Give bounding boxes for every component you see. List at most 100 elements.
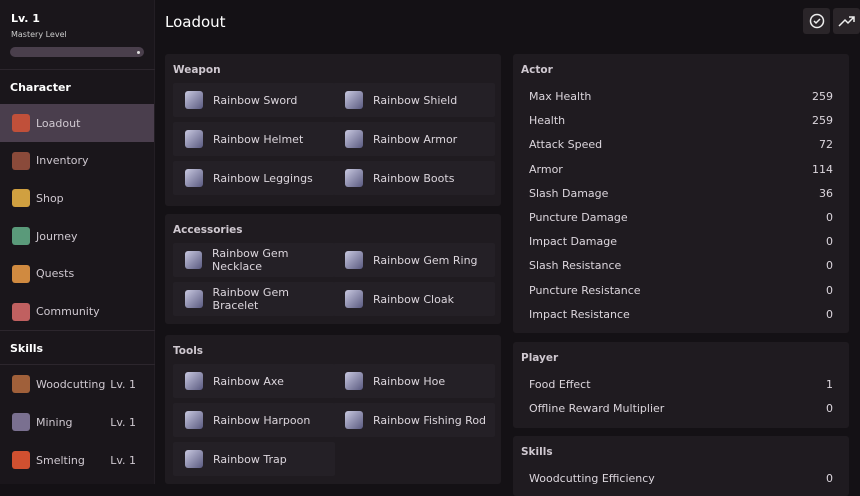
stat-row: Woodcutting Efficiency 0 (529, 472, 833, 485)
sidebar-skill-mining[interactable]: Mining Lv. 1 (0, 403, 154, 441)
equipment-slot[interactable]: Rainbow Harpoon (173, 403, 335, 437)
item-icon (185, 411, 203, 429)
check-circle-icon (809, 13, 824, 29)
skill-level: Lv. 1 (110, 415, 136, 429)
item-name: Rainbow Gem Necklace (212, 247, 289, 273)
equipment-slot[interactable]: Rainbow Armor (333, 122, 495, 156)
item-icon (185, 290, 203, 308)
stat-row: Armor 114 (529, 163, 833, 176)
pickaxe-icon (12, 413, 30, 431)
player-panel: Player Food Effect 1 Offline Reward Multipl… (513, 342, 849, 428)
stat-row: Puncture Resistance 0 (529, 284, 833, 297)
stat-value: 0 (826, 307, 833, 321)
item-name: Rainbow Axe (213, 374, 284, 388)
sidebar-item-journey[interactable]: Journey (0, 217, 154, 255)
confirm-button[interactable] (803, 8, 830, 34)
equipment-slot[interactable]: Rainbow Helmet (173, 122, 335, 156)
scroll-icon (12, 264, 30, 283)
mastery-progress-bar (10, 47, 144, 57)
item-icon (345, 251, 363, 269)
trending-up-icon (837, 16, 855, 27)
player-title: Player (521, 352, 559, 364)
sidebar-skill-woodcutting[interactable]: Woodcutting Lv. 1 (0, 365, 154, 403)
stat-row: Offline Reward Multiplier 0 (529, 402, 833, 415)
stat-value: 0 (826, 402, 833, 416)
equipment-slot[interactable]: Rainbow Gem Bracelet (173, 282, 335, 316)
stats-trend-button[interactable] (833, 8, 860, 34)
map-icon (12, 227, 30, 246)
sidebar-item-shop[interactable]: Shop (0, 179, 154, 217)
stat-label: Offline Reward Multiplier (529, 402, 665, 416)
item-name: Rainbow Gem Ring (373, 253, 478, 267)
stat-value: 0 (826, 259, 833, 273)
weapon-panel: Weapon Rainbow Sword Rainbow Shield Rainbow… (165, 54, 501, 206)
sword-icon (12, 114, 30, 132)
equipment-slot[interactable]: Rainbow Boots (333, 161, 495, 195)
stat-value: 36 (819, 186, 833, 200)
item-name: Rainbow Cloak (373, 292, 454, 306)
sidebar-item-label: Journey (36, 229, 78, 243)
equipment-slot[interactable]: Rainbow Fishing Rod (333, 403, 495, 437)
equipment-slot[interactable]: Rainbow Cloak (333, 282, 495, 316)
sidebar-item-label: Inventory (36, 154, 89, 168)
item-icon (185, 450, 203, 468)
sidebar-item-community[interactable]: Community (0, 293, 154, 331)
stat-value: 72 (819, 138, 833, 152)
item-name: Rainbow Boots (373, 171, 455, 185)
sidebar-skill-smelting[interactable]: Smelting Lv. 1 (0, 441, 154, 479)
stat-value: 0 (826, 472, 833, 485)
accessories-title: Accessories (173, 224, 243, 236)
bag-icon (12, 151, 30, 170)
item-name: Rainbow Helmet (213, 132, 304, 146)
sidebar-item-label: Community (36, 305, 100, 318)
stat-label: Max Health (529, 90, 592, 103)
skill-label: Woodcutting (36, 377, 106, 391)
stat-value: 259 (812, 90, 833, 103)
skill-level: Lv. 1 (110, 377, 136, 391)
stat-row: Impact Resistance 0 (529, 308, 833, 321)
item-icon (185, 251, 203, 269)
stat-row: Health 259 (529, 114, 833, 127)
item-icon (185, 91, 203, 109)
sidebar-item-loadout[interactable]: Loadout (0, 104, 154, 142)
stat-label: Woodcutting Efficiency (529, 472, 655, 485)
stat-row: Puncture Damage 0 (529, 211, 833, 224)
item-name: Rainbow Armor (373, 132, 458, 146)
sidebar-item-inventory[interactable]: Inventory (0, 142, 154, 180)
sidebar-item-label: Loadout (36, 116, 81, 130)
item-name: Rainbow Harpoon (213, 413, 311, 427)
stat-label: Armor (529, 162, 563, 176)
stat-label: Food Effect (529, 378, 591, 391)
equipment-slot[interactable]: Rainbow Trap (173, 442, 335, 476)
item-icon (345, 290, 363, 308)
item-name: Rainbow Sword (213, 93, 298, 107)
item-icon (185, 130, 203, 148)
stat-value: 259 (812, 114, 833, 128)
item-icon (345, 130, 363, 148)
people-icon (12, 302, 30, 321)
equipment-slot[interactable]: Rainbow Hoe (333, 364, 495, 398)
sidebar-item-quests[interactable]: Quests (0, 255, 154, 293)
tools-title: Tools (173, 345, 204, 357)
equipment-slot[interactable]: Rainbow Leggings (173, 161, 335, 195)
level: Lv. 1 (11, 12, 40, 25)
stat-value: 114 (812, 162, 833, 176)
stat-value: 0 (826, 235, 833, 249)
skills-stats-title: Skills (521, 446, 553, 458)
actor-title: Actor (521, 64, 553, 76)
equipment-slot[interactable]: Rainbow Shield (333, 83, 495, 117)
equipment-slot[interactable]: Rainbow Axe (173, 364, 335, 398)
equipment-slot[interactable]: Rainbow Gem Necklace (173, 243, 335, 277)
item-name: Rainbow Leggings (213, 171, 313, 185)
stat-row: Impact Damage 0 (529, 235, 833, 248)
stat-label: Attack Speed (529, 138, 603, 152)
page-title: Loadout (165, 13, 226, 31)
ingot-icon (12, 451, 30, 469)
stat-label: Slash Resistance (529, 259, 622, 273)
sidebar: Lv. 1 Mastery Level Character Loadout Inv… (0, 0, 155, 484)
equipment-slot[interactable]: Rainbow Sword (173, 83, 335, 117)
stat-row: Attack Speed 72 (529, 138, 833, 151)
item-icon (185, 169, 203, 187)
equipment-slot[interactable]: Rainbow Gem Ring (333, 243, 495, 277)
mastery-label: Mastery Level (11, 30, 67, 39)
